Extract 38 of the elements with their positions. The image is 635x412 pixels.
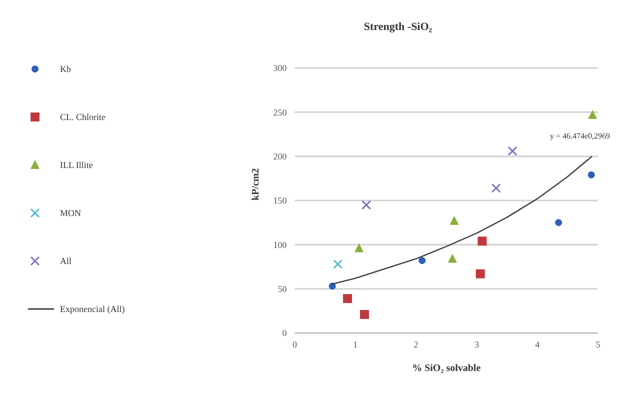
x-tick-label: 5 — [596, 339, 601, 350]
y-tick-label: 50 — [278, 284, 288, 294]
point — [418, 257, 426, 264]
legend-label: Kb — [60, 64, 71, 74]
x-tick-label: 0 — [292, 339, 298, 350]
point — [478, 236, 487, 246]
point — [491, 183, 501, 193]
point — [362, 200, 372, 210]
point — [354, 243, 364, 252]
y-tick-label: 200 — [273, 152, 288, 162]
y-tick-label: 0 — [282, 328, 288, 338]
point — [588, 110, 598, 119]
legend-label: Exponencial (All) — [60, 304, 125, 314]
x-tick-label: 4 — [535, 339, 540, 350]
point — [343, 294, 352, 304]
chart-title: Strength -SiO₂ — [364, 21, 433, 33]
point — [450, 216, 459, 225]
y-axis-title: kP/cm2 — [250, 168, 262, 200]
legend-label: CL. Chlorite — [60, 112, 106, 122]
legend-label: ILL Illite — [60, 160, 93, 170]
point — [360, 310, 369, 319]
point — [448, 254, 457, 263]
x-tick-label: 1 — [353, 339, 358, 350]
point — [476, 269, 485, 278]
annotation: y = 46.474e0,2969 — [550, 131, 610, 140]
point — [555, 219, 562, 226]
y-tick-label: 150 — [273, 196, 288, 206]
x-tick-label: 3 — [474, 339, 480, 350]
x-axis-title: % SiO₂ solvable — [412, 363, 482, 374]
y-tick-label: 300 — [273, 63, 288, 74]
legend-label: All — [60, 256, 72, 266]
point — [333, 259, 343, 269]
x-tick-label: 2 — [414, 339, 418, 350]
point — [588, 171, 595, 178]
y-tick-label: 100 — [273, 240, 288, 250]
legend-label: MON — [60, 208, 82, 218]
point — [508, 146, 518, 156]
y-tick-label: 250 — [273, 107, 288, 118]
